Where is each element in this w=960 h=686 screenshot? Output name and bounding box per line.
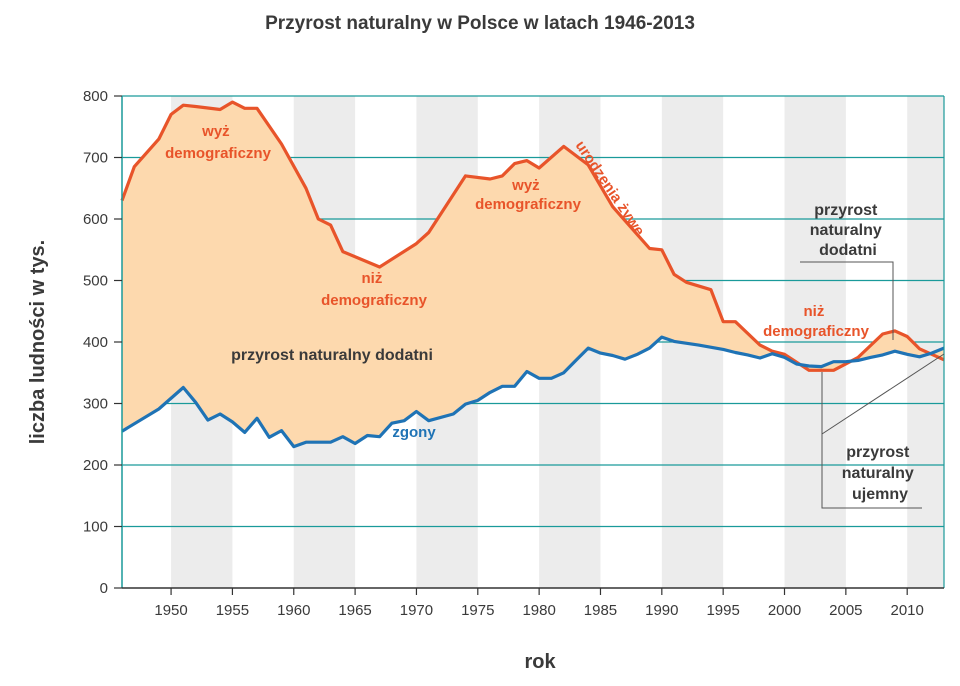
y-tick-labels: 0 100 200 300 400 500 600 700 800 [83, 88, 122, 597]
positive-growth-right-line3: dodatni [819, 242, 877, 259]
baby-bust-label-2: niż demograficzny [763, 303, 870, 340]
y-tick-600: 600 [83, 211, 108, 228]
positive-growth-label-right: przyrost naturalny dodatni [810, 202, 886, 259]
x-tick-1960: 1960 [277, 602, 310, 619]
positive-growth-leader [800, 261, 894, 340]
x-tick-1965: 1965 [338, 602, 371, 619]
baby-bust-label-2-line1: niż [803, 303, 824, 320]
x-tick-1950: 1950 [154, 602, 187, 619]
y-tick-0: 0 [100, 580, 108, 597]
x-tick-2010: 2010 [891, 602, 924, 619]
y-tick-500: 500 [83, 273, 108, 290]
y-tick-400: 400 [83, 334, 108, 351]
baby-boom-label-2-line2: demograficzny [475, 196, 582, 213]
y-tick-200: 200 [83, 457, 108, 474]
deaths-line [121, 335, 945, 449]
y-axis-label: liczba ludności w tys. [27, 240, 49, 445]
y-tick-700: 700 [83, 150, 108, 167]
x-tick-1970: 1970 [400, 602, 433, 619]
baby-boom-label-1-line1: wyż [201, 123, 230, 140]
baby-bust-label-2-line2: demograficzny [763, 323, 870, 340]
x-tick-2005: 2005 [829, 602, 862, 619]
positive-growth-area [122, 102, 944, 447]
baby-boom-label-2-line1: wyż [511, 177, 540, 194]
x-tick-1995: 1995 [706, 602, 739, 619]
positive-growth-right-line2: naturalny [810, 222, 882, 239]
x-tick-1975: 1975 [461, 602, 494, 619]
positive-growth-right-line1: przyrost [814, 202, 878, 219]
x-tick-labels: 1950 1955 1960 1965 1970 1975 1980 1985 1990 1995… [154, 588, 924, 619]
negative-growth-line2: naturalny [842, 465, 914, 482]
negative-growth-label: przyrost naturalny ujemny [842, 444, 918, 503]
deaths-line-label: zgony [392, 424, 436, 441]
chart-title: Przyrost naturalny w Polsce w latach 194… [265, 13, 695, 34]
x-tick-1990: 1990 [645, 602, 678, 619]
x-tick-1985: 1985 [584, 602, 617, 619]
negative-growth-leader-1 [821, 372, 922, 509]
baby-boom-label-2: wyż demograficzny [475, 177, 582, 213]
positive-growth-label-main: przyrost naturalny dodatni [231, 347, 433, 364]
x-tick-1955: 1955 [216, 602, 249, 619]
y-tick-300: 300 [83, 396, 108, 413]
baby-bust-label-1-line1: niż [361, 270, 382, 287]
baby-boom-label-1: wyż demograficzny [165, 123, 272, 162]
y-tick-800: 800 [83, 88, 108, 105]
x-axis-label: rok [524, 651, 556, 673]
y-tick-100: 100 [83, 519, 108, 536]
baby-bust-label-1: niż demograficzny [321, 270, 428, 309]
x-tick-2000: 2000 [768, 602, 801, 619]
baby-bust-label-1-line2: demograficzny [321, 292, 428, 309]
negative-growth-leader-2 [821, 353, 945, 435]
negative-growth-line1: przyrost [846, 444, 910, 461]
x-tick-1980: 1980 [522, 602, 555, 619]
negative-growth-line3: ujemny [852, 486, 908, 503]
baby-boom-label-1-line2: demograficzny [165, 145, 272, 162]
